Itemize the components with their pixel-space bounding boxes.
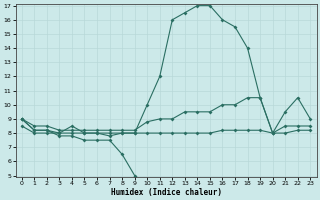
X-axis label: Humidex (Indice chaleur): Humidex (Indice chaleur)	[110, 188, 221, 197]
